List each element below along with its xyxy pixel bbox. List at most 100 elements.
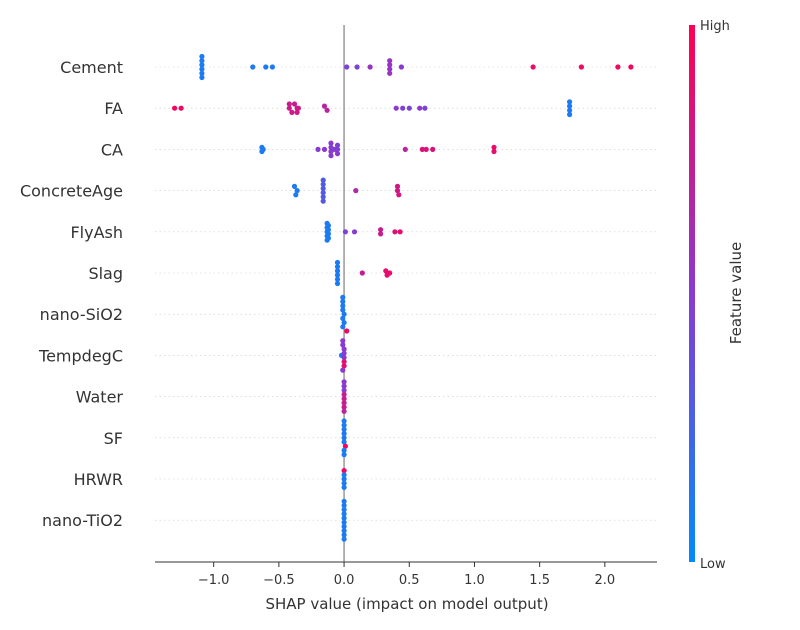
shap-point xyxy=(567,99,573,105)
shap-point xyxy=(328,148,334,155)
shap-point xyxy=(567,111,573,118)
shap-point xyxy=(320,177,326,183)
shap-point xyxy=(341,452,347,458)
shap-point xyxy=(328,140,334,146)
shap-point xyxy=(199,74,205,81)
shap-point xyxy=(341,422,347,428)
shap-point xyxy=(353,188,359,194)
shap-point xyxy=(387,270,393,276)
shap-point xyxy=(334,280,341,287)
shap-point xyxy=(341,396,347,402)
shap-point xyxy=(341,515,347,521)
shap-point xyxy=(387,58,393,64)
shap-point xyxy=(341,363,347,369)
shap-point xyxy=(387,62,393,68)
shap-point xyxy=(341,507,347,513)
shap-point xyxy=(402,146,408,152)
feature-label: nano-SiO2 xyxy=(40,305,123,324)
shap-point xyxy=(567,103,573,109)
shap-point xyxy=(341,383,347,389)
shap-point xyxy=(291,101,298,107)
shap-point xyxy=(334,142,341,148)
x-axis-ticks: −1.0 −0.5 0.0 0.5 1.0 1.5 2.0 xyxy=(198,562,615,588)
shap-point xyxy=(341,418,347,424)
shap-point xyxy=(199,66,205,72)
shap-point xyxy=(341,439,347,445)
shap-point xyxy=(325,222,331,229)
shap-point xyxy=(341,320,347,326)
colorbar-gradient xyxy=(689,25,695,562)
shap-point xyxy=(334,259,341,266)
shap-point xyxy=(320,194,326,200)
shap-point xyxy=(383,268,389,274)
shap-point xyxy=(341,511,347,517)
shap-point xyxy=(341,476,347,482)
shap-point xyxy=(321,103,328,109)
shap-point xyxy=(324,107,330,113)
feature-label: SF xyxy=(104,429,123,448)
shap-point xyxy=(578,64,585,70)
shap-point xyxy=(340,303,346,309)
shap-point xyxy=(341,519,347,525)
shap-point xyxy=(341,408,347,414)
shap-point xyxy=(341,426,347,432)
shap-point xyxy=(320,181,326,187)
colorbar-title: Feature value xyxy=(727,242,745,344)
shap-point xyxy=(342,229,348,235)
shap-point xyxy=(341,532,347,538)
shap-point xyxy=(341,431,347,437)
shap-point xyxy=(172,105,178,111)
shap-point xyxy=(321,146,328,152)
shap-point xyxy=(340,315,346,321)
shap-point xyxy=(294,188,300,194)
feature-label: FA xyxy=(104,99,123,118)
shap-point xyxy=(491,148,497,155)
shap-point xyxy=(430,146,436,152)
feature-label: TempdegC xyxy=(38,346,123,365)
shap-point xyxy=(341,498,347,504)
shap-point xyxy=(341,354,347,361)
shap-point xyxy=(341,400,347,406)
shap-point xyxy=(341,387,347,393)
x-tick-label: −0.5 xyxy=(263,573,295,588)
shap-point xyxy=(342,443,348,449)
shap-point xyxy=(325,227,331,233)
shap-point xyxy=(341,404,347,410)
shap-point xyxy=(250,64,256,70)
x-tick-label: 0.5 xyxy=(399,573,420,588)
shap-point xyxy=(567,107,573,113)
shap-point xyxy=(341,536,347,542)
shap-point xyxy=(423,146,429,152)
shap-point xyxy=(325,231,331,237)
shap-point xyxy=(422,105,428,111)
x-tick-label: 1.0 xyxy=(464,573,485,588)
row-gridlines xyxy=(155,66,657,521)
shap-point xyxy=(628,64,634,70)
shap-point xyxy=(387,66,393,72)
shap-point xyxy=(334,268,341,274)
feature-label: HRWR xyxy=(74,470,123,489)
shap-point xyxy=(325,235,331,241)
shap-point xyxy=(341,311,347,317)
shap-point xyxy=(398,64,404,70)
shap-point xyxy=(340,307,346,313)
shap-point xyxy=(286,105,292,111)
shap-point xyxy=(293,192,299,198)
shap-point xyxy=(328,144,334,150)
shap-point xyxy=(341,350,347,356)
shap-point xyxy=(328,153,334,159)
shap-point xyxy=(341,447,347,453)
shap-point xyxy=(400,105,406,111)
shap-point xyxy=(378,231,384,237)
shap-point xyxy=(340,367,346,373)
feature-label: nano-TiO2 xyxy=(42,511,123,530)
shap-point xyxy=(340,299,346,305)
shap-point xyxy=(417,105,423,111)
shap-point xyxy=(334,272,341,278)
shap-point xyxy=(199,58,205,64)
shap-point xyxy=(359,270,365,276)
shap-point xyxy=(341,359,347,365)
shap-points xyxy=(172,53,634,542)
shap-point xyxy=(259,148,265,155)
feature-label: FlyAsh xyxy=(70,223,123,242)
